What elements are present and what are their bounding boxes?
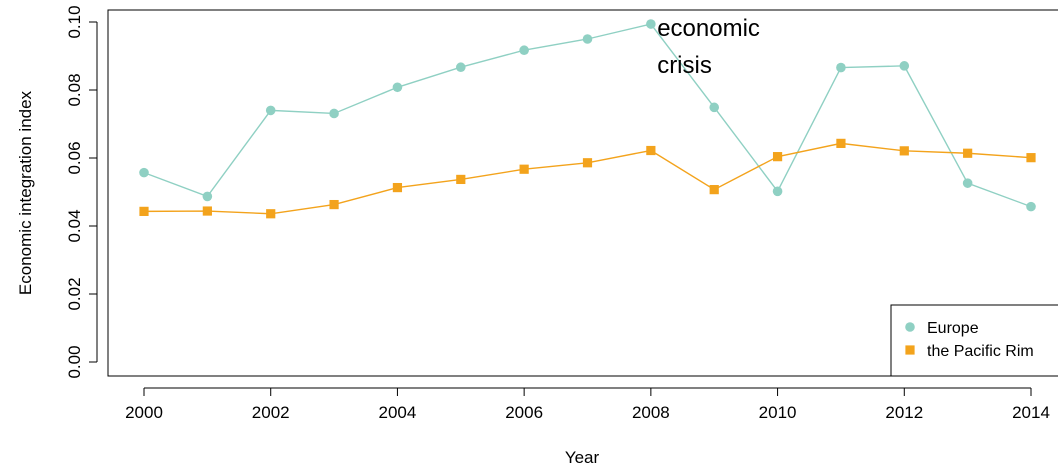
data-point (202, 206, 212, 216)
data-point (646, 145, 656, 156)
y-tick-label: 0.02 (65, 277, 84, 310)
series-europe (139, 19, 1036, 212)
y-axis: 0.00 0.02 0.04 0.06 0.08 0.10 (65, 5, 98, 379)
data-point (582, 34, 593, 44)
data-point (266, 209, 276, 219)
data-point (139, 206, 149, 216)
data-point (899, 61, 910, 71)
data-point (519, 45, 529, 56)
y-tick-label: 0.06 (65, 141, 84, 174)
data-point (1026, 153, 1036, 163)
x-axis-title: Year (565, 448, 600, 467)
x-tick-label: 2006 (505, 403, 543, 422)
legend-marker (905, 345, 915, 355)
data-point (456, 174, 466, 185)
data-point (963, 148, 973, 158)
series-line (143, 142, 1032, 215)
x-tick-label: 2002 (252, 403, 290, 422)
series-the-pacific-rim (139, 138, 1036, 219)
series-line (143, 23, 1032, 208)
y-tick-label: 0.00 (65, 345, 84, 378)
data-point (582, 158, 593, 168)
x-tick-label: 2004 (379, 403, 417, 422)
x-tick-label: 2014 (1012, 403, 1050, 422)
data-point (329, 108, 339, 119)
data-point (392, 182, 403, 193)
data-point (139, 167, 149, 178)
y-tick-label: 0.08 (65, 73, 84, 106)
series-layer (139, 19, 1036, 219)
x-tick-label: 2010 (759, 403, 797, 422)
x-tick-label: 2012 (885, 403, 923, 422)
data-point (392, 82, 403, 93)
data-point (265, 105, 276, 116)
plot-area (107, 9, 1058, 377)
data-point (455, 62, 466, 73)
legend-box (890, 304, 1058, 377)
annotation-line: economic (657, 15, 760, 42)
data-point (772, 152, 783, 162)
data-point (329, 199, 339, 210)
x-tick-label: 2000 (125, 403, 163, 422)
data-point (1026, 201, 1036, 212)
data-point (202, 191, 213, 202)
y-tick-label: 0.04 (65, 209, 84, 242)
annotation-line: crisis (657, 52, 712, 79)
data-point (836, 138, 846, 148)
data-point (646, 19, 656, 29)
data-point (836, 62, 846, 73)
legend: Europe the Pacific Rim (890, 304, 1058, 377)
y-tick-label: 0.10 (65, 5, 84, 38)
data-point (899, 146, 909, 156)
annotation-economic-crisis: economic crisis (657, 15, 760, 79)
y-axis-title: Economic integration index (16, 90, 35, 295)
legend-marker (905, 322, 915, 332)
data-point (962, 178, 973, 188)
data-point (519, 164, 529, 174)
data-point (709, 185, 719, 195)
data-point (772, 186, 783, 197)
legend-label: Europe (927, 320, 979, 337)
legend-label: the Pacific Rim (927, 343, 1034, 360)
data-point (709, 102, 720, 113)
x-axis: 2000 2002 2004 2006 2008 2010 2012 2014 (125, 387, 1050, 422)
x-tick-label: 2008 (632, 403, 670, 422)
